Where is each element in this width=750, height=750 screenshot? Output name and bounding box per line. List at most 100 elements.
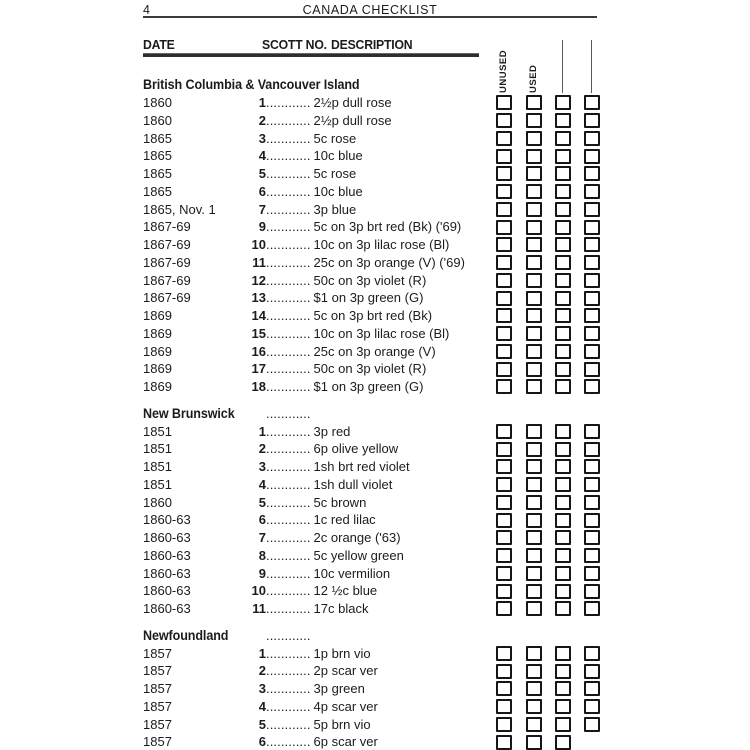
checkbox-blank-1[interactable]	[555, 326, 571, 341]
checkbox-used[interactable]	[526, 148, 542, 164]
checkbox-blank-2[interactable]	[584, 512, 600, 528]
checkbox-used[interactable]	[526, 716, 542, 732]
checkbox-blank-1[interactable]	[555, 379, 571, 395]
checkbox-blank-2[interactable]	[584, 184, 600, 199]
checkbox-blank-1[interactable]	[555, 361, 571, 377]
checkbox-used[interactable]	[526, 255, 542, 270]
checkbox-blank-2[interactable]	[584, 148, 600, 164]
checkbox-used[interactable]	[526, 459, 542, 475]
checkbox-used[interactable]	[526, 113, 542, 128]
checkbox-blank-2[interactable]	[584, 441, 600, 457]
checkbox-unused[interactable]	[496, 130, 512, 146]
checkbox-blank-1[interactable]	[555, 219, 571, 235]
checkbox-blank-1[interactable]	[555, 308, 571, 324]
checkbox-blank-2[interactable]	[584, 548, 600, 563]
checkbox-blank-1[interactable]	[555, 734, 571, 750]
checkbox-unused[interactable]	[496, 148, 512, 164]
checkbox-used[interactable]	[526, 548, 542, 563]
checkbox-blank-1[interactable]	[555, 699, 571, 714]
checkbox-used[interactable]	[526, 201, 542, 217]
checkbox-unused[interactable]	[496, 326, 512, 341]
checkbox-blank-2[interactable]	[584, 459, 600, 475]
checkbox-blank-1[interactable]	[555, 184, 571, 199]
checkbox-unused[interactable]	[496, 548, 512, 563]
checkbox-blank-2[interactable]	[584, 166, 600, 182]
checkbox-blank-1[interactable]	[555, 663, 571, 679]
checkbox-blank-1[interactable]	[555, 113, 571, 128]
checkbox-blank-1[interactable]	[555, 681, 571, 697]
checkbox-blank-2[interactable]	[584, 477, 600, 492]
checkbox-unused[interactable]	[496, 716, 512, 732]
checkbox-unused[interactable]	[496, 494, 512, 510]
checkbox-blank-1[interactable]	[555, 645, 571, 661]
checkbox-unused[interactable]	[496, 255, 512, 270]
checkbox-unused[interactable]	[496, 201, 512, 217]
checkbox-used[interactable]	[526, 583, 542, 599]
checkbox-used[interactable]	[526, 699, 542, 714]
checkbox-blank-1[interactable]	[555, 459, 571, 475]
checkbox-unused[interactable]	[496, 583, 512, 599]
checkbox-blank-1[interactable]	[555, 95, 571, 111]
checkbox-used[interactable]	[526, 565, 542, 581]
checkbox-blank-2[interactable]	[584, 272, 600, 288]
checkbox-blank-2[interactable]	[584, 113, 600, 128]
checkbox-unused[interactable]	[496, 699, 512, 714]
checkbox-used[interactable]	[526, 290, 542, 306]
checkbox-blank-2[interactable]	[584, 494, 600, 510]
checkbox-used[interactable]	[526, 308, 542, 324]
checkbox-blank-1[interactable]	[555, 255, 571, 270]
checkbox-used[interactable]	[526, 477, 542, 492]
checkbox-used[interactable]	[526, 441, 542, 457]
checkbox-unused[interactable]	[496, 95, 512, 111]
checkbox-blank-2[interactable]	[584, 565, 600, 581]
checkbox-used[interactable]	[526, 343, 542, 359]
checkbox-unused[interactable]	[496, 663, 512, 679]
checkbox-blank-2[interactable]	[584, 681, 600, 697]
checkbox-blank-2[interactable]	[584, 699, 600, 714]
checkbox-used[interactable]	[526, 645, 542, 661]
checkbox-used[interactable]	[526, 219, 542, 235]
checkbox-used[interactable]	[526, 237, 542, 253]
checkbox-used[interactable]	[526, 530, 542, 546]
checkbox-blank-2[interactable]	[584, 219, 600, 235]
checkbox-unused[interactable]	[496, 441, 512, 457]
checkbox-unused[interactable]	[496, 113, 512, 128]
checkbox-used[interactable]	[526, 272, 542, 288]
checkbox-blank-1[interactable]	[555, 441, 571, 457]
checkbox-unused[interactable]	[496, 423, 512, 439]
checkbox-used[interactable]	[526, 423, 542, 439]
checkbox-blank-1[interactable]	[555, 148, 571, 164]
checkbox-blank-1[interactable]	[555, 716, 571, 732]
checkbox-used[interactable]	[526, 601, 542, 617]
checkbox-used[interactable]	[526, 734, 542, 750]
checkbox-blank-1[interactable]	[555, 601, 571, 617]
checkbox-blank-2[interactable]	[584, 645, 600, 661]
checkbox-blank-1[interactable]	[555, 166, 571, 182]
checkbox-blank-1[interactable]	[555, 343, 571, 359]
checkbox-unused[interactable]	[496, 308, 512, 324]
checkbox-blank-2[interactable]	[584, 201, 600, 217]
checkbox-blank-2[interactable]	[584, 583, 600, 599]
checkbox-unused[interactable]	[496, 601, 512, 617]
checkbox-unused[interactable]	[496, 166, 512, 182]
checkbox-blank-2[interactable]	[584, 343, 600, 359]
checkbox-used[interactable]	[526, 512, 542, 528]
checkbox-blank-1[interactable]	[555, 272, 571, 288]
checkbox-blank-2[interactable]	[584, 601, 600, 617]
checkbox-used[interactable]	[526, 494, 542, 510]
checkbox-unused[interactable]	[496, 184, 512, 199]
checkbox-unused[interactable]	[496, 734, 512, 750]
checkbox-unused[interactable]	[496, 379, 512, 395]
checkbox-blank-2[interactable]	[584, 663, 600, 679]
checkbox-used[interactable]	[526, 95, 542, 111]
checkbox-blank-1[interactable]	[555, 494, 571, 510]
checkbox-blank-1[interactable]	[555, 530, 571, 546]
checkbox-unused[interactable]	[496, 459, 512, 475]
checkbox-blank-1[interactable]	[555, 290, 571, 306]
checkbox-unused[interactable]	[496, 219, 512, 235]
checkbox-blank-2[interactable]	[584, 130, 600, 146]
checkbox-blank-1[interactable]	[555, 130, 571, 146]
checkbox-unused[interactable]	[496, 530, 512, 546]
checkbox-blank-1[interactable]	[555, 512, 571, 528]
checkbox-unused[interactable]	[496, 512, 512, 528]
